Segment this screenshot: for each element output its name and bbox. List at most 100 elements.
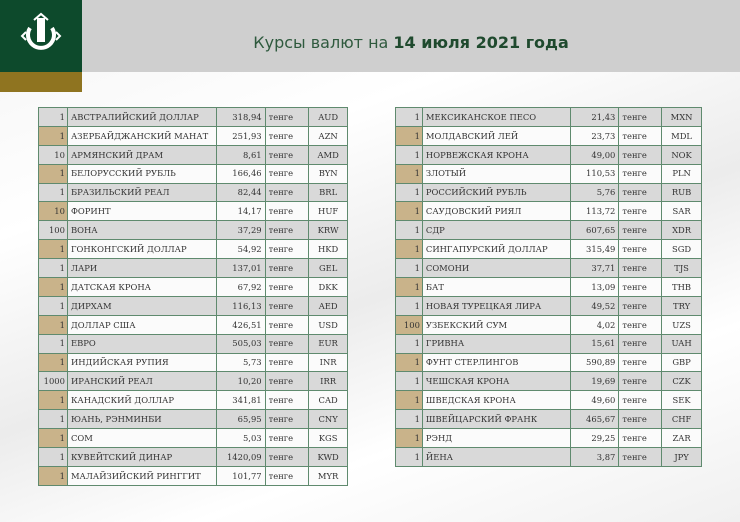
- currency-code-cell: GBP: [661, 352, 702, 373]
- logo: [0, 0, 82, 72]
- rate-value-cell: 8,61: [215, 144, 266, 165]
- unit-cell: тенге: [618, 314, 663, 335]
- unit-cell: тенге: [264, 295, 310, 316]
- currency-name-cell: ДИРХАМ: [66, 295, 217, 316]
- currency-name-cell: АЗЕРБАЙДЖАНСКИЙ МАНАТ: [66, 125, 217, 146]
- rate-value-cell: 29,25: [569, 428, 620, 449]
- quantity-cell: 1: [395, 220, 423, 241]
- currency-code-cell: TRY: [661, 295, 702, 316]
- quantity-cell: 1: [395, 239, 423, 260]
- rate-value-cell: 67,92: [215, 277, 266, 297]
- quantity-cell: 1: [38, 277, 68, 297]
- currency-name-cell: АВСТРАЛИЙСКИЙ ДОЛЛАР: [66, 107, 217, 127]
- currency-code-cell: TJS: [661, 258, 702, 279]
- rate-value-cell: 3,87: [569, 447, 620, 467]
- rate-value-cell: 49,60: [569, 390, 620, 411]
- currency-code-cell: CAD: [308, 390, 348, 411]
- table-row: 1 САУДОВСКИЙ РИЯЛ 113,72 тенге SAR: [395, 201, 702, 222]
- table-row: 1 ШВЕЙЦАРСКИЙ ФРАНК 465,67 тенге CHF: [395, 409, 702, 430]
- rates-table-left: 1 АВСТРАЛИЙСКИЙ ДОЛЛАР 318,94 тенге AUD 1 АЗЕР…: [38, 107, 348, 486]
- currency-name-cell: МОЛДАВСКИЙ ЛЕЙ: [421, 125, 571, 146]
- quantity-cell: 1: [395, 107, 423, 127]
- unit-cell: тенге: [618, 352, 663, 373]
- unit-cell: тенге: [264, 144, 310, 165]
- currency-code-cell: KGS: [308, 428, 348, 449]
- unit-cell: тенге: [264, 390, 310, 411]
- quantity-cell: 1: [38, 314, 68, 335]
- currency-code-cell: XDR: [661, 220, 702, 241]
- unit-cell: тенге: [264, 239, 310, 260]
- table-row: 1 ЧЕШСКАЯ КРОНА 19,69 тенге CZK: [395, 371, 702, 392]
- currency-name-cell: ЧЕШСКАЯ КРОНА: [421, 371, 571, 392]
- rate-value-cell: 426,51: [215, 314, 266, 335]
- quantity-cell: 1: [38, 390, 68, 411]
- rate-value-cell: 37,29: [215, 220, 266, 241]
- currency-code-cell: SGD: [661, 239, 702, 260]
- currency-name-cell: БЕЛОРУССКИЙ РУБЛЬ: [66, 163, 217, 184]
- table-row: 1 ГРИВНА 15,61 тенге UAH: [395, 333, 702, 354]
- quantity-cell: 1: [38, 428, 68, 449]
- rate-value-cell: 15,61: [569, 333, 620, 354]
- table-row: 1 НОРВЕЖСКАЯ КРОНА 49,00 тенге NOK: [395, 144, 702, 165]
- table-row: 1 МОЛДАВСКИЙ ЛЕЙ 23,73 тенге MDL: [395, 125, 702, 146]
- currency-code-cell: CZK: [661, 371, 702, 392]
- quantity-cell: 1: [395, 201, 423, 222]
- currency-name-cell: ЙЕНА: [421, 447, 571, 467]
- currency-code-cell: EUR: [308, 333, 348, 354]
- rate-value-cell: 82,44: [215, 182, 266, 203]
- quantity-cell: 1: [395, 447, 423, 467]
- currency-code-cell: UAH: [661, 333, 702, 354]
- quantity-cell: 1: [395, 182, 423, 203]
- rate-value-cell: 13,09: [569, 277, 620, 297]
- currency-name-cell: РЭНД: [421, 428, 571, 449]
- quantity-cell: 1: [38, 163, 68, 184]
- rate-value-cell: 23,73: [569, 125, 620, 146]
- quantity-cell: 10: [38, 144, 68, 165]
- rate-value-cell: 4,02: [569, 314, 620, 335]
- currency-code-cell: JPY: [661, 447, 702, 467]
- currency-name-cell: ЕВРО: [66, 333, 217, 354]
- currency-name-cell: НОВАЯ ТУРЕЦКАЯ ЛИРА: [421, 295, 571, 316]
- table-row: 1 ЗЛОТЫЙ 110,53 тенге PLN: [395, 163, 702, 184]
- unit-cell: тенге: [264, 428, 310, 449]
- currency-name-cell: АРМЯНСКИЙ ДРАМ: [66, 144, 217, 165]
- quantity-cell: 1: [38, 409, 68, 430]
- rate-value-cell: 101,77: [215, 465, 266, 486]
- unit-cell: тенге: [264, 125, 310, 146]
- table-row: 1 СОМ 5,03 тенге KGS: [38, 428, 348, 449]
- currency-name-cell: ЗЛОТЫЙ: [421, 163, 571, 184]
- unit-cell: тенге: [264, 333, 310, 354]
- unit-cell: тенге: [264, 314, 310, 335]
- unit-cell: тенге: [264, 409, 310, 430]
- table-row: 1 РЭНД 29,25 тенге ZAR: [395, 428, 702, 449]
- currency-name-cell: СОМ: [66, 428, 217, 449]
- quantity-cell: 1: [38, 258, 68, 279]
- table-row: 1 КАНАДСКИЙ ДОЛЛАР 341,81 тенге CAD: [38, 390, 348, 411]
- table-row: 1 ДАТСКАЯ КРОНА 67,92 тенге DKK: [38, 277, 348, 297]
- table-row: 1 ЮАНЬ, РЭНМИНБИ 65,95 тенге CNY: [38, 409, 348, 430]
- currency-name-cell: БРАЗИЛЬСКИЙ РЕАЛ: [66, 182, 217, 203]
- currency-name-cell: ДОЛЛАР США: [66, 314, 217, 335]
- quantity-cell: 1: [395, 258, 423, 279]
- unit-cell: тенге: [618, 182, 663, 203]
- currency-code-cell: KWD: [308, 447, 348, 467]
- unit-cell: тенге: [264, 220, 310, 241]
- currency-name-cell: ЛАРИ: [66, 258, 217, 279]
- currency-code-cell: THB: [661, 277, 702, 297]
- currency-name-cell: ФУНТ СТЕРЛИНГОВ: [421, 352, 571, 373]
- currency-name-cell: СДР: [421, 220, 571, 241]
- currency-code-cell: MDL: [661, 125, 702, 146]
- unit-cell: тенге: [264, 465, 310, 486]
- currency-name-cell: СИНГАПУРСКИЙ ДОЛЛАР: [421, 239, 571, 260]
- quantity-cell: 100: [38, 220, 68, 241]
- table-row: 10 ФОРИНТ 14,17 тенге HUF: [38, 201, 348, 222]
- table-row: 100 УЗБЕКСКИЙ СУМ 4,02 тенге UZS: [395, 314, 702, 335]
- currency-name-cell: ДАТСКАЯ КРОНА: [66, 277, 217, 297]
- unit-cell: тенге: [618, 409, 663, 430]
- rate-value-cell: 113,72: [569, 201, 620, 222]
- table-row: 1 ЙЕНА 3,87 тенге JPY: [395, 447, 702, 467]
- currency-code-cell: GEL: [308, 258, 348, 279]
- unit-cell: тенге: [618, 220, 663, 241]
- rate-value-cell: 5,76: [569, 182, 620, 203]
- rates-table-right: 1 МЕКСИКАНСКОЕ ПЕСО 21,43 тенге MXN 1 МОЛДАВСК…: [395, 107, 702, 467]
